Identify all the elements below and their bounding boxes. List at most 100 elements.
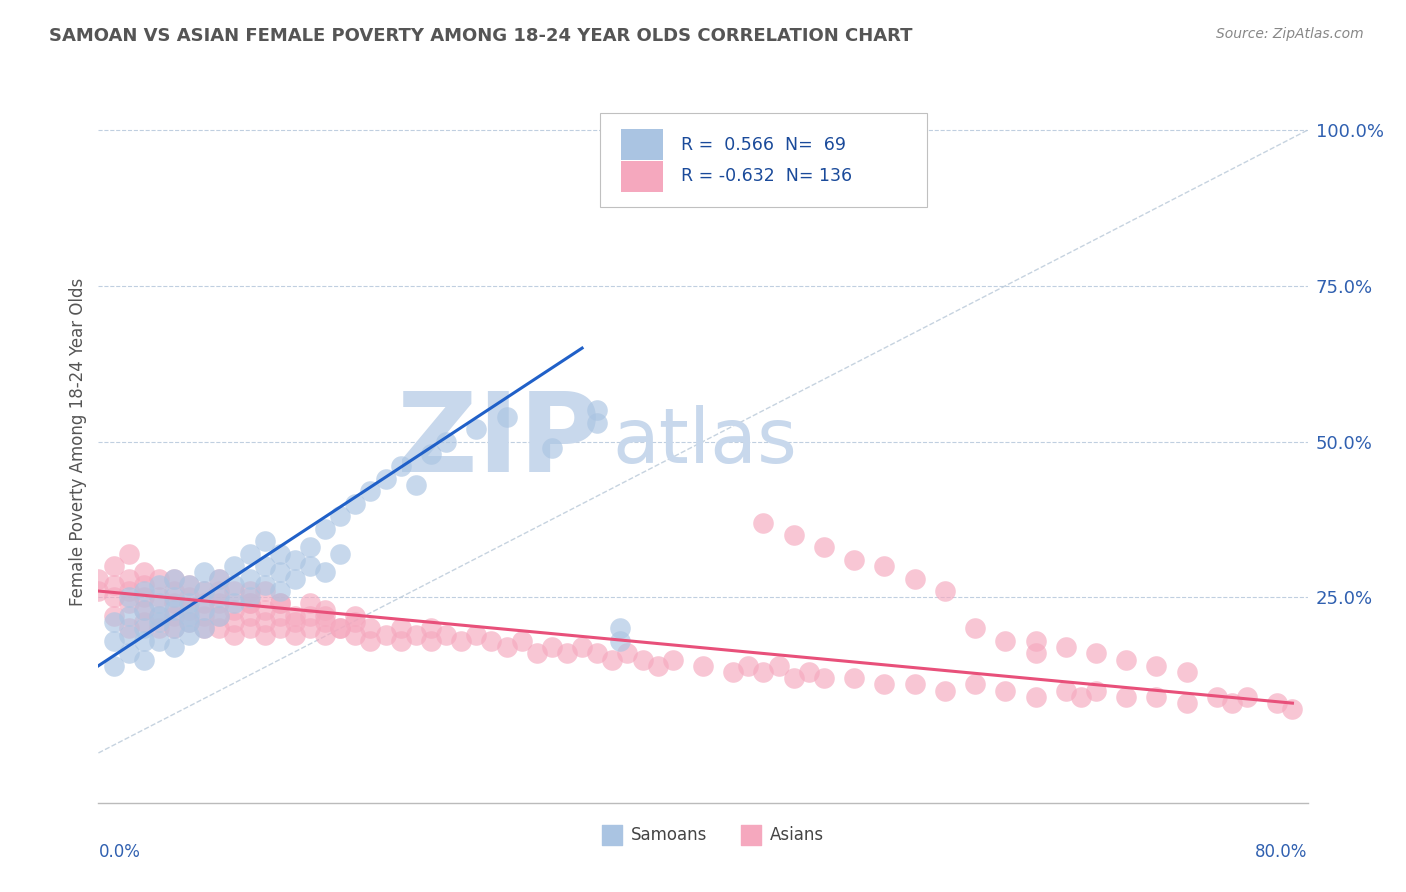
Point [118, 627, 141, 641]
Point [571, 640, 593, 654]
Point [87, 572, 110, 586]
Point [329, 621, 352, 635]
Point [132, 603, 155, 617]
Point [118, 584, 141, 599]
Point [813, 541, 835, 555]
Point [148, 578, 170, 592]
Point [103, 559, 125, 574]
Point [609, 633, 631, 648]
Point [389, 633, 412, 648]
Point [284, 572, 307, 586]
Bar [621, 161, 664, 192]
Point [103, 578, 125, 592]
Point [405, 478, 427, 492]
Point [405, 627, 427, 641]
Point [179, 615, 201, 630]
Point [163, 621, 186, 635]
Point [132, 578, 155, 592]
Point [163, 584, 186, 599]
Point [179, 597, 201, 611]
Point [269, 621, 291, 635]
Point [994, 683, 1017, 698]
Point [555, 646, 578, 660]
Point [752, 665, 775, 679]
Point [253, 534, 276, 549]
Text: R =  0.566  N=  69: R = 0.566 N= 69 [682, 136, 846, 153]
Point [179, 578, 201, 592]
Point [783, 528, 806, 542]
Point [193, 584, 215, 599]
Point [1144, 658, 1167, 673]
Point [1267, 696, 1289, 710]
Point [224, 578, 246, 592]
Point [193, 621, 215, 635]
Point [344, 615, 367, 630]
Y-axis label: Female Poverty Among 18-24 Year Olds: Female Poverty Among 18-24 Year Olds [69, 277, 87, 606]
Point [609, 621, 631, 635]
Point [730, 774, 752, 789]
Point [179, 578, 201, 592]
Point [239, 572, 262, 586]
Point [692, 658, 714, 673]
Point [148, 609, 170, 624]
Point [329, 621, 352, 635]
Point [344, 627, 367, 641]
Point [132, 591, 155, 605]
Text: Asians: Asians [769, 826, 824, 845]
Point [420, 621, 443, 635]
Point [1024, 646, 1046, 660]
Point [1054, 683, 1077, 698]
Point [934, 584, 956, 599]
Point [193, 566, 215, 580]
Point [1024, 690, 1046, 704]
Point [163, 603, 186, 617]
Point [269, 547, 291, 561]
Point [193, 609, 215, 624]
Point [132, 603, 155, 617]
Point [148, 621, 170, 635]
Point [269, 609, 291, 624]
Point [148, 615, 170, 630]
Point [1175, 696, 1198, 710]
Point [1206, 690, 1229, 704]
Point [873, 677, 896, 691]
Point [163, 572, 186, 586]
Point [208, 572, 231, 586]
Point [1085, 683, 1108, 698]
Point [797, 665, 820, 679]
Point [374, 627, 396, 641]
Point [179, 609, 201, 624]
Point [269, 597, 291, 611]
Text: Samoans: Samoans [630, 826, 707, 845]
Point [540, 441, 562, 455]
Point [389, 459, 412, 474]
Point [1281, 702, 1303, 716]
Point [148, 597, 170, 611]
Point [813, 671, 835, 685]
Point [1236, 690, 1258, 704]
Point [163, 609, 186, 624]
Text: 0.0%: 0.0% [98, 843, 141, 861]
Point [360, 633, 382, 648]
Point [299, 559, 322, 574]
Point [314, 603, 336, 617]
Point [314, 522, 336, 536]
Point [239, 621, 262, 635]
Point [208, 584, 231, 599]
Point [844, 553, 866, 567]
Point [1175, 665, 1198, 679]
Point [132, 633, 155, 648]
Text: R = -0.632  N= 136: R = -0.632 N= 136 [682, 168, 852, 186]
Text: 80.0%: 80.0% [1256, 843, 1308, 861]
Point [1144, 690, 1167, 704]
Point [269, 566, 291, 580]
Text: Source: ZipAtlas.com: Source: ZipAtlas.com [1216, 27, 1364, 41]
Point [103, 591, 125, 605]
Point [586, 403, 609, 417]
Point [965, 621, 987, 635]
Point [465, 422, 488, 436]
Point [1115, 652, 1137, 666]
Point [450, 633, 472, 648]
Point [284, 615, 307, 630]
Point [179, 591, 201, 605]
